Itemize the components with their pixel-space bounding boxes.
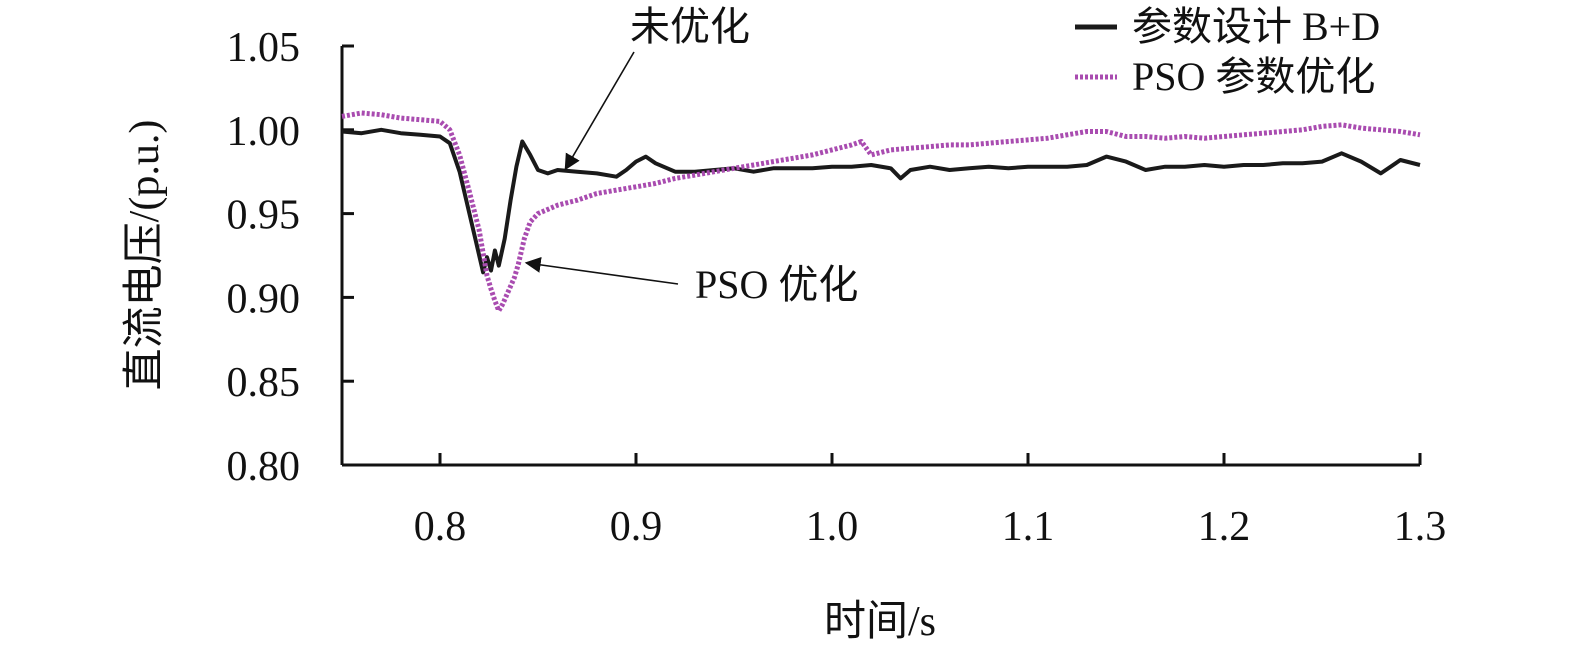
annotation-label-0: 未优化	[630, 4, 750, 49]
legend: 参数设计 B+D PSO 参数优化	[1075, 4, 1380, 99]
annotation-layer: 未优化 PSO 优化	[524, 4, 858, 307]
x-axis-title: 时间/s	[824, 599, 936, 645]
y-tick-label: 1.00	[227, 109, 301, 155]
y-tick-label: 0.90	[227, 276, 301, 322]
y-axis-title: 直流电压/(p.u.)	[122, 120, 168, 391]
x-tick-label: 1.0	[806, 504, 859, 550]
x-tick-label: 0.9	[610, 504, 663, 550]
y-tick-label: 1.05	[227, 25, 301, 71]
x-tick-label: 1.1	[1002, 504, 1055, 550]
x-tick-label: 1.2	[1198, 504, 1251, 550]
y-tick-label: 0.85	[227, 360, 301, 406]
y-tick-label: 0.80	[227, 444, 301, 490]
series-line-1	[341, 110, 1421, 314]
series-layer	[341, 110, 1421, 314]
axes	[340, 46, 1420, 467]
x-tick-label: 0.8	[414, 504, 467, 550]
annotation-arrow-0	[564, 51, 635, 171]
annotation-arrow-1	[524, 256, 679, 285]
x-axis-ticks: 0.8 0.9 1.0 1.1 1.2 1.3	[414, 453, 1447, 550]
x-tick-label: 1.3	[1394, 504, 1447, 550]
legend-label-series-0: 参数设计 B+D	[1132, 4, 1380, 49]
y-tick-label: 0.95	[227, 193, 301, 239]
series-line-0	[341, 127, 1421, 275]
annotation-label-1: PSO 优化	[695, 262, 858, 307]
y-axis-ticks: 0.80 0.85 0.90 0.95 1.00 1.05	[227, 25, 354, 490]
legend-label-series-1: PSO 参数优化	[1132, 54, 1375, 99]
